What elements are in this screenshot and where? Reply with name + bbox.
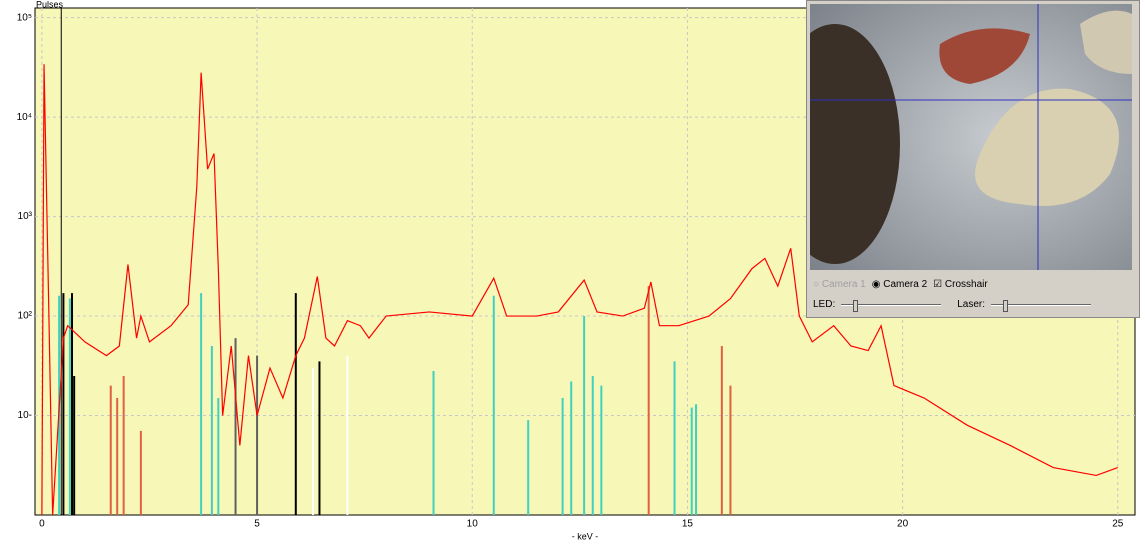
- x-tick-label: 10: [467, 519, 479, 530]
- y-tick-label: 10⁴: [17, 112, 32, 123]
- slider-row: LED: Laser:: [813, 299, 1092, 312]
- camera1-radio[interactable]: ○ Camera 1: [813, 279, 866, 290]
- x-tick-label: 25: [1112, 519, 1124, 530]
- x-tick-label: 0: [39, 519, 45, 530]
- camera-options: ○ Camera 1 ◉ Camera 2 ☑ Crosshair: [813, 279, 988, 290]
- x-tick-label: 15: [682, 519, 694, 530]
- x-tick-label: 5: [254, 519, 260, 530]
- camera1-label: Camera 1: [821, 279, 866, 290]
- y-tick-label: 10²: [18, 311, 33, 322]
- crosshair-checkbox[interactable]: ☑ Crosshair: [933, 279, 988, 290]
- led-slider[interactable]: [841, 299, 942, 312]
- y-tick-label: 10³: [18, 211, 33, 222]
- y-tick-label: 10-: [18, 410, 32, 421]
- x-axis-label: - keV -: [572, 531, 599, 541]
- y-tick-label: 10⁵: [17, 12, 32, 23]
- led-label: LED:: [813, 299, 836, 310]
- laser-slider[interactable]: [991, 299, 1092, 312]
- camera2-radio[interactable]: ◉ Camera 2: [871, 279, 928, 290]
- x-tick-label: 20: [897, 519, 909, 530]
- crosshair-label: Crosshair: [944, 279, 988, 290]
- spectrum-line: [41, 64, 1118, 516]
- laser-label: Laser:: [957, 299, 986, 310]
- camera-panel: ○ Camera 1 ◉ Camera 2 ☑ Crosshair LED: L…: [806, 0, 1140, 318]
- y-axis-label: Pulses: [36, 0, 64, 9]
- camera2-label: Camera 2: [883, 279, 928, 290]
- camera-image: [810, 4, 1132, 270]
